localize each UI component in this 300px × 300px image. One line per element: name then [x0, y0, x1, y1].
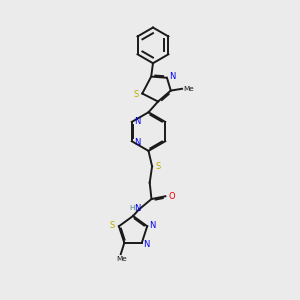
- Text: N: N: [134, 204, 140, 213]
- Text: N: N: [169, 72, 176, 81]
- Text: Me: Me: [116, 256, 127, 262]
- Text: S: S: [156, 162, 161, 171]
- Text: S: S: [134, 90, 139, 99]
- Text: H: H: [129, 205, 135, 211]
- Text: S: S: [110, 221, 115, 230]
- Text: N: N: [143, 240, 149, 249]
- Text: Me: Me: [183, 86, 194, 92]
- Text: N: N: [149, 220, 156, 230]
- Text: N: N: [134, 116, 141, 125]
- Text: N: N: [134, 138, 141, 147]
- Text: O: O: [169, 192, 175, 201]
